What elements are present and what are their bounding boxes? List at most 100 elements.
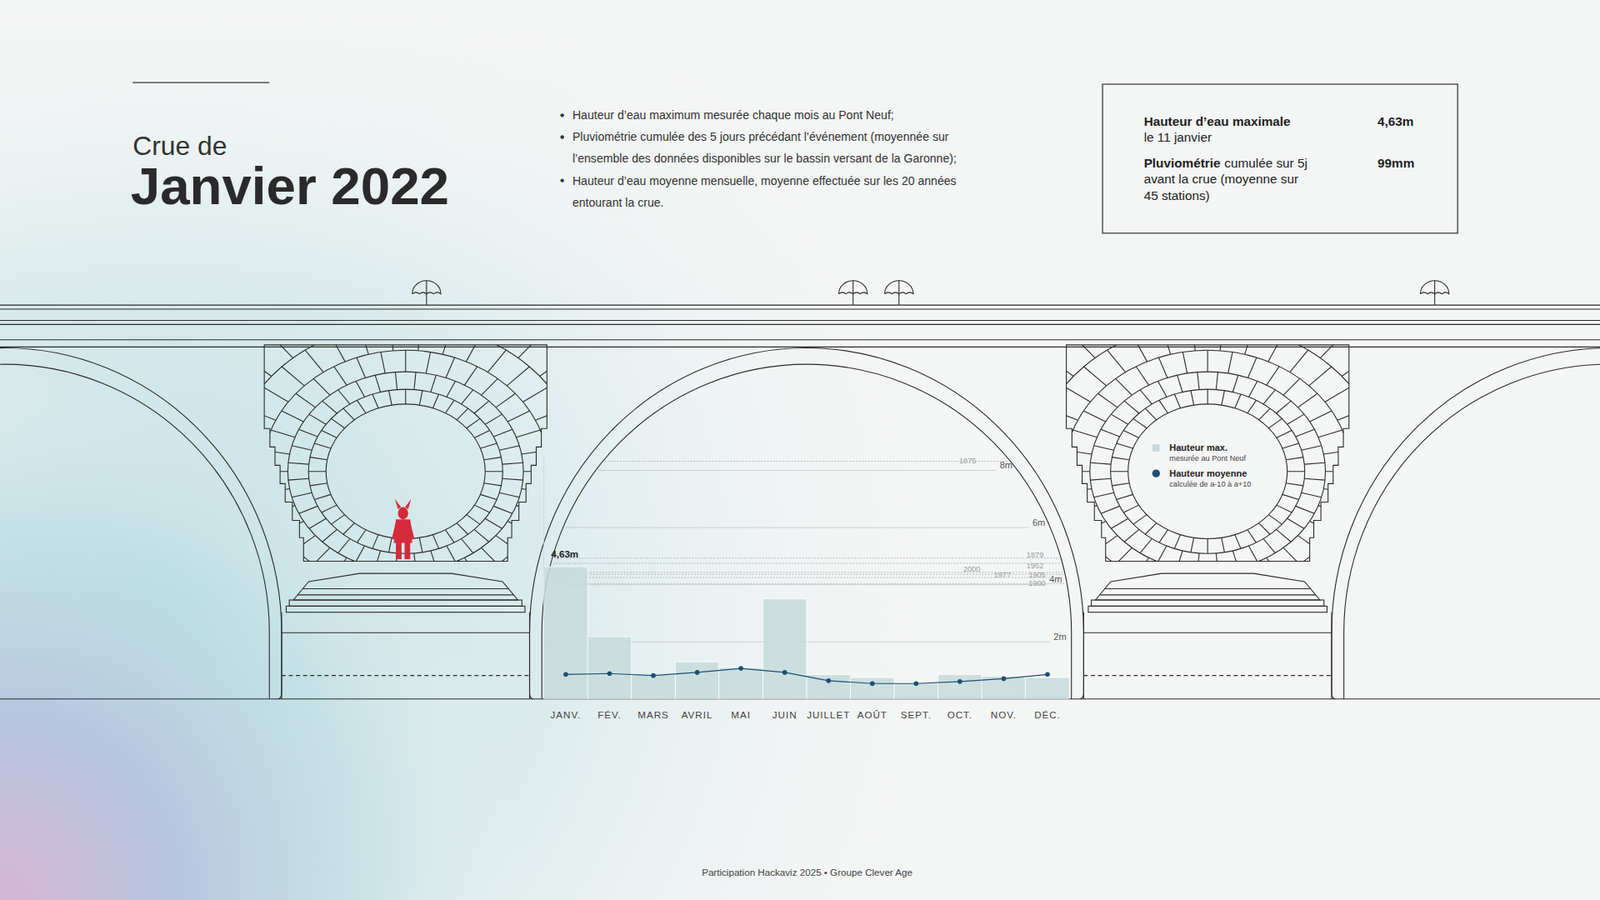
stone-ring: [1110, 389, 1305, 554]
bar: [1025, 677, 1070, 700]
stone-joint: [1304, 478, 1325, 480]
stone-joint: [1066, 450, 1092, 454]
arch: [541, 364, 1072, 700]
stone-joint: [1043, 354, 1075, 376]
stone-joint: [1276, 505, 1292, 513]
stone-joint: [246, 522, 276, 535]
line-marker: [825, 678, 831, 684]
stone-joint: [1116, 443, 1134, 449]
stone-joint: [465, 337, 480, 362]
stone-joint: [432, 394, 439, 409]
stone-joint: [1285, 483, 1304, 486]
legend-description: calculée de a-10 à a+10: [1169, 480, 1251, 489]
stone-joint: [493, 505, 513, 514]
stone-joint: [1207, 350, 1209, 372]
stone-joint: [1295, 429, 1315, 437]
summary-detail: 45 stations): [1144, 188, 1210, 203]
stone-joint: [1276, 529, 1292, 542]
stone-joint: [557, 380, 592, 398]
stone-joint: [1207, 389, 1209, 405]
stone-joint: [1064, 386, 1090, 403]
stone-joint: [1084, 366, 1107, 386]
stone-joint: [1182, 351, 1187, 373]
stone-joint: [395, 372, 397, 390]
stone-joint: [446, 380, 455, 397]
stone-joint: [1310, 410, 1332, 422]
stone-joint: [464, 557, 477, 576]
line-marker: [695, 670, 700, 675]
stone-joint: [203, 522, 241, 535]
stone-joint: [356, 530, 366, 543]
stone-joint: [1238, 617, 1245, 651]
reference-line: [552, 562, 1060, 564]
bridge-deck-line: [0, 324, 1600, 325]
stone-ring: [1090, 371, 1326, 571]
stone-joint: [1266, 366, 1280, 385]
stone-joint: [1159, 530, 1169, 543]
stone-joint: [389, 390, 393, 406]
note-line: Hauteur d’eau moyenne mensuelle, moyenne…: [572, 174, 957, 188]
stone-joint: [1248, 545, 1257, 562]
stone-joint: [360, 328, 369, 355]
stone-joint: [298, 600, 319, 630]
stone-joint: [1245, 328, 1254, 355]
stone-joint: [1110, 518, 1128, 529]
stone-joint: [1268, 515, 1282, 525]
stone-joint: [1021, 545, 1056, 563]
stone-joint: [506, 366, 530, 386]
stone-joint: [1325, 386, 1351, 403]
stone-joint: [1247, 400, 1257, 413]
stone-joint: [1295, 505, 1315, 514]
stone-joint: [190, 470, 231, 472]
stone-joint: [1083, 521, 1105, 533]
stone-joint: [1177, 375, 1183, 392]
stone-joint: [405, 350, 406, 372]
stone-joint: [1259, 523, 1271, 535]
stone-joint: [1301, 445, 1322, 450]
legend-label: Hauteur max.: [1169, 442, 1228, 453]
annotation: 4,63m: [550, 548, 579, 560]
stone-joint: [535, 522, 565, 535]
pier-waterline: [1083, 675, 1332, 676]
stone-joint: [1100, 600, 1120, 630]
lamp-post: [852, 280, 854, 305]
stone-joint: [419, 390, 423, 406]
stone-joint: [580, 470, 621, 472]
stone-joint: [305, 570, 324, 593]
stone-joint: [995, 440, 1035, 446]
stone-joint: [1221, 537, 1225, 553]
stone-joint: [308, 470, 326, 472]
legend-swatch: [1152, 470, 1160, 478]
stone-joint: [291, 445, 312, 450]
line-marker: [914, 680, 920, 686]
stone-joint: [264, 450, 290, 454]
stone-joint: [1380, 497, 1420, 504]
bar: [587, 636, 632, 700]
note-line: Pluviométrie cumulée des 5 jours précéda…: [572, 130, 950, 144]
arch: [0, 348, 282, 700]
stone-joint: [1049, 409, 1079, 421]
summary-box: [1102, 84, 1458, 234]
stone-joint: [485, 518, 502, 529]
stone-joint: [502, 462, 524, 465]
stone-joint: [495, 535, 515, 550]
stone-joint: [1320, 585, 1346, 611]
stone-ring: [308, 389, 503, 554]
stone-joint: [544, 502, 575, 510]
stone-joint: [570, 409, 608, 421]
stone-joint: [1215, 553, 1218, 571]
pier-cap-line: [297, 594, 515, 595]
pier-waterline: [281, 675, 530, 676]
line-marker: [738, 665, 744, 671]
pier-cap: [1095, 573, 1320, 600]
lamp-post: [898, 280, 900, 305]
stone-joint: [474, 430, 490, 438]
pier-band: [1083, 632, 1332, 634]
category-label: JUIN: [772, 709, 798, 720]
stone-joint: [322, 400, 338, 414]
statue-head: [398, 507, 409, 520]
stone-joint: [1323, 488, 1349, 492]
category-label: NOV.: [990, 709, 1017, 720]
summary-label-suffix: cumulée sur 5j: [1224, 155, 1307, 170]
stone-joint: [1049, 522, 1079, 535]
